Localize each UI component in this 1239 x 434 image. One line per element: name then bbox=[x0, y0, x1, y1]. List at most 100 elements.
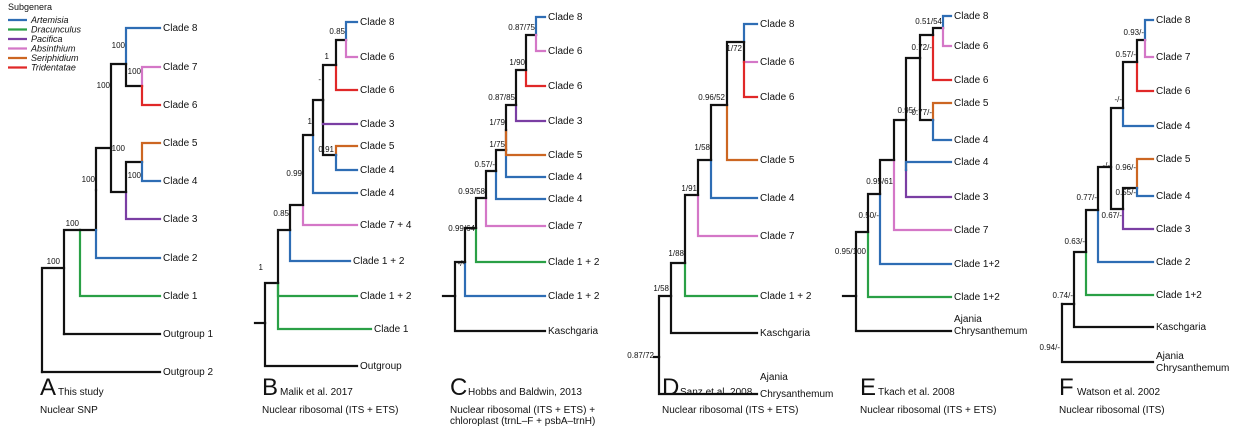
panel-letter-f: F bbox=[1059, 374, 1074, 401]
branch-e-clade-6b bbox=[931, 33, 953, 82]
support-value-e-3: 0.77/- bbox=[912, 108, 933, 117]
branch-d-clade-6b bbox=[742, 60, 759, 99]
branch-f-n4 bbox=[1109, 165, 1125, 211]
panel-data-type-e-0: Nuclear ribosomal (ITS + ETS) bbox=[860, 405, 996, 416]
branch-f-n1 bbox=[1072, 250, 1088, 306]
branch-f-clade-5 bbox=[1135, 157, 1155, 190]
support-value-d-2: 1/58 bbox=[694, 143, 710, 152]
tip-label-b-5: Clade 4 bbox=[360, 165, 395, 176]
branch-b-clade-5 bbox=[334, 144, 359, 157]
branch-f-n6 bbox=[1109, 106, 1125, 169]
tip-label-e-3: Clade 5 bbox=[954, 98, 989, 109]
branch-a-clade-8 bbox=[124, 26, 162, 66]
tip-label-c-0: Clade 8 bbox=[548, 12, 583, 23]
branch-a-n3 bbox=[94, 146, 113, 192]
branch-c-n7 bbox=[504, 103, 518, 132]
tip-label-c-5: Clade 4 bbox=[548, 172, 583, 183]
branch-a-clade-3 bbox=[124, 190, 162, 221]
branch-c-clade-6b bbox=[524, 68, 547, 88]
branch-c-clade-4a bbox=[504, 148, 547, 179]
tip-label-b-9: Clade 1 + 2 bbox=[360, 291, 412, 302]
support-value-a-7: 100 bbox=[47, 257, 61, 266]
branch-c-clade-5 bbox=[504, 128, 547, 157]
branch-a-root bbox=[40, 266, 66, 374]
branch-a-n7 bbox=[124, 62, 144, 88]
branch-a-ingroup bbox=[62, 228, 82, 336]
support-value-e-4: 0.95/61 bbox=[866, 177, 893, 186]
branch-f-n7 bbox=[1121, 60, 1139, 110]
support-value-d-6: 0.87/72 bbox=[627, 351, 654, 360]
legend-item-dracunculus: Dracunculus bbox=[31, 25, 82, 35]
tip-label-d-6: Clade 1 + 2 bbox=[760, 291, 812, 302]
tip-label-d-3: Clade 5 bbox=[760, 155, 795, 166]
support-value-e-2: 0.95/- bbox=[898, 106, 919, 115]
branch-c-clade-4b bbox=[494, 169, 547, 201]
tree-labels: Clade 8 Clade 7 Clade 6 Clade 5 Clade 4 Clade… bbox=[40, 11, 1229, 427]
panel-letter-d: D bbox=[662, 374, 679, 401]
branch-a-n2 bbox=[78, 188, 98, 232]
tip-label-f-11: Chrysanthemum bbox=[1156, 363, 1229, 374]
tip-label-a-6: Clade 2 bbox=[163, 253, 198, 264]
tip-label-c-7: Clade 7 bbox=[548, 221, 583, 232]
tip-label-f-0: Clade 8 bbox=[1156, 15, 1191, 26]
tip-label-a-8: Outgroup 1 bbox=[163, 329, 213, 340]
tip-label-f-10: Ajania bbox=[1156, 351, 1184, 362]
tip-label-f-6: Clade 3 bbox=[1156, 224, 1191, 235]
branch-d-clade-5 bbox=[725, 103, 759, 162]
branch-b-clade-6b bbox=[334, 63, 359, 92]
branch-f-n5 bbox=[1121, 186, 1139, 211]
panel-data-type-b-0: Nuclear ribosomal (ITS + ETS) bbox=[262, 405, 398, 416]
branch-e-clade-4a bbox=[931, 118, 953, 142]
branch-a-clade-1 bbox=[78, 228, 162, 298]
tip-label-b-10: Clade 1 bbox=[374, 324, 409, 335]
tip-label-e-4: Clade 4 bbox=[954, 135, 989, 146]
legend: Subgenera ArtemisiaDracunculusPacificaAb… bbox=[8, 2, 82, 73]
branch-d-kaschgaria bbox=[669, 294, 759, 335]
branch-b-n3 bbox=[288, 203, 305, 232]
branch-f-clade-7 bbox=[1143, 38, 1155, 59]
support-value-a-6: 100 bbox=[66, 219, 80, 228]
branch-d-ajania bbox=[657, 355, 759, 396]
branch-f-n8 bbox=[1135, 38, 1147, 64]
tip-label-c-10: Kaschgaria bbox=[548, 326, 598, 337]
branch-d-clade-4 bbox=[709, 158, 759, 200]
panel-data-type-c-0: Nuclear ribosomal (ITS + ETS) + bbox=[450, 405, 595, 416]
tree-branches bbox=[40, 14, 1155, 396]
branch-c-clade-8 bbox=[534, 15, 547, 37]
support-value-c-0: 0.87/75 bbox=[508, 23, 535, 32]
branch-e-n8 bbox=[918, 33, 935, 60]
panel-source-a: This study bbox=[58, 387, 104, 398]
tip-label-e-6: Clade 3 bbox=[954, 192, 989, 203]
branch-b-n4 bbox=[301, 133, 315, 207]
tip-label-e-8: Clade 1+2 bbox=[954, 259, 1000, 270]
tip-label-d-1: Clade 6 bbox=[760, 57, 795, 68]
branch-e-ajania bbox=[854, 294, 953, 333]
branch-d-n2 bbox=[669, 261, 687, 298]
branch-e-clade-8 bbox=[941, 14, 953, 30]
branch-b-n1 bbox=[263, 281, 280, 325]
branch-b-clade-12a bbox=[276, 281, 359, 298]
branch-c-n5 bbox=[494, 148, 508, 173]
support-value-f-6: 0.67/- bbox=[1102, 211, 1123, 220]
panel-letter-c: C bbox=[450, 374, 467, 401]
tip-label-a-2: Clade 6 bbox=[163, 100, 198, 111]
support-value-f-2: -/- bbox=[1114, 95, 1122, 104]
tip-label-a-5: Clade 3 bbox=[163, 214, 198, 225]
branch-e-clade-7 bbox=[892, 158, 953, 232]
branch-f-ajania bbox=[1060, 302, 1155, 364]
tip-label-b-3: Clade 3 bbox=[360, 119, 395, 130]
tip-label-b-7: Clade 7 + 4 bbox=[360, 220, 412, 231]
support-value-a-5: 100 bbox=[82, 175, 96, 184]
support-value-a-3: 100 bbox=[128, 171, 142, 180]
branch-c-clade-12b bbox=[463, 260, 547, 298]
panel-letter-b: B bbox=[262, 374, 278, 401]
tip-label-f-3: Clade 4 bbox=[1156, 121, 1191, 132]
support-value-d-3: 1/91 bbox=[681, 184, 697, 193]
tip-label-e-2: Clade 6 bbox=[954, 75, 989, 86]
support-value-c-7: 0.99/64 bbox=[448, 224, 475, 233]
tip-label-b-0: Clade 8 bbox=[360, 17, 395, 28]
branch-e-n4 bbox=[892, 118, 908, 162]
legend-item-pacifica: Pacifica bbox=[31, 34, 63, 44]
support-value-f-0: 0.93/- bbox=[1124, 28, 1145, 37]
branch-b-n9 bbox=[334, 38, 348, 67]
